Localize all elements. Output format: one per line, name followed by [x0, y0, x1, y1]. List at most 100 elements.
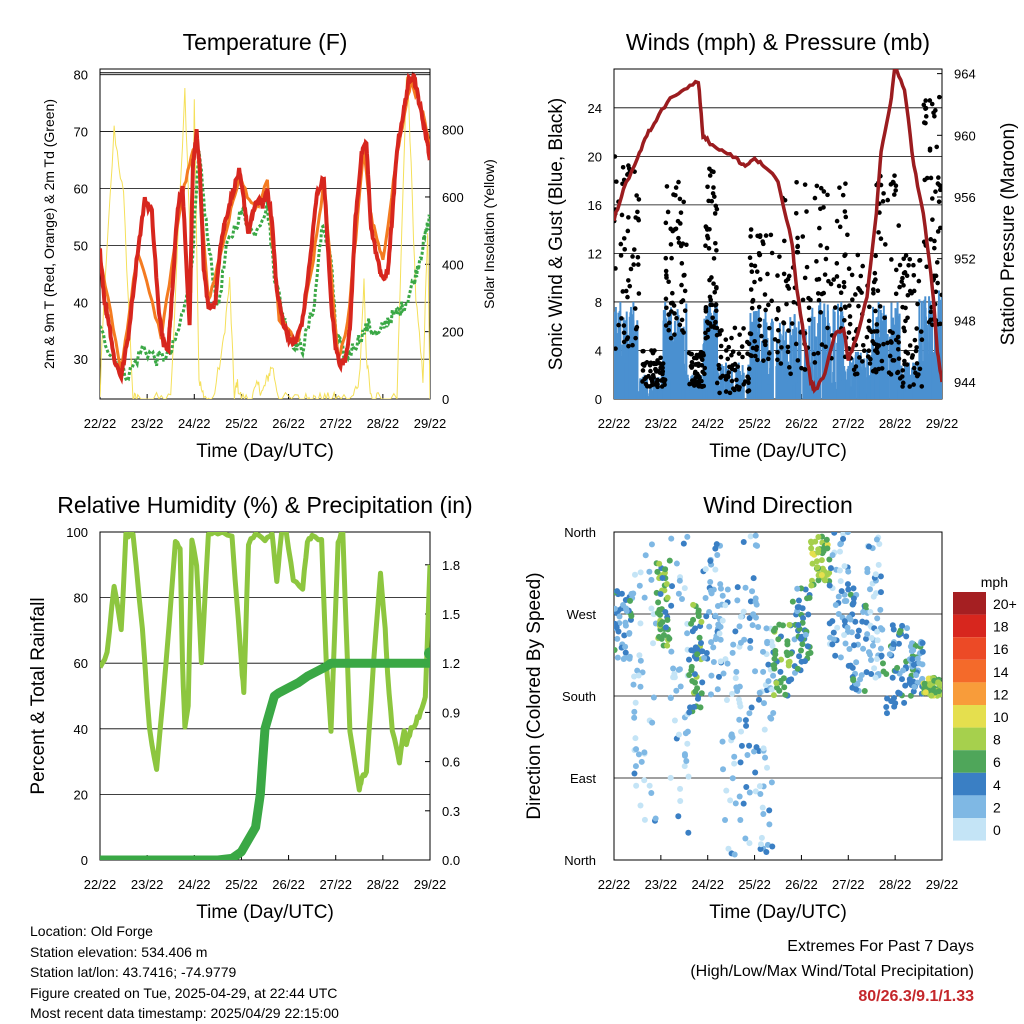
gust-point: [634, 193, 639, 198]
direction-point: [874, 637, 881, 644]
gust-point: [675, 218, 681, 224]
legend-label: 6: [993, 754, 1001, 770]
gust-point: [680, 241, 686, 246]
wind-bar: [864, 367, 867, 399]
gust-point: [726, 344, 732, 350]
direction-point: [626, 655, 633, 662]
wind-bar: [632, 301, 635, 399]
direction-point: [710, 658, 717, 665]
direction-point: [750, 575, 757, 582]
direction-point: [760, 668, 767, 675]
direction-point: [684, 728, 691, 735]
gust-point: [663, 296, 669, 302]
direction-point: [680, 540, 687, 547]
gust-point: [934, 144, 940, 150]
wind-bar: [674, 347, 677, 399]
gust-point: [775, 349, 780, 355]
gust-point: [892, 192, 897, 197]
gust-point: [641, 363, 647, 368]
wind-bar: [925, 334, 928, 399]
wind-bar: [782, 335, 785, 399]
direction-point: [722, 656, 729, 663]
gust-point: [938, 225, 942, 231]
wind-bar: [841, 332, 844, 399]
gust-point: [923, 114, 929, 119]
gust-point: [745, 374, 750, 380]
gust-point: [692, 371, 698, 376]
direction-point: [795, 597, 802, 604]
direction-point: [676, 666, 683, 673]
wind-bar: [622, 317, 625, 399]
direction-point: [769, 843, 776, 850]
wind-bar: [679, 384, 682, 399]
gust-point: [740, 354, 745, 360]
wind-bar: [753, 375, 756, 399]
direction-point: [694, 651, 701, 658]
direction-point: [743, 722, 750, 729]
gust-point: [672, 332, 677, 337]
gust-point: [910, 353, 915, 358]
wind-bar: [755, 334, 758, 399]
gust-point: [711, 169, 716, 175]
winds-y2tick-label: 952: [954, 252, 976, 267]
gust-point: [682, 308, 688, 313]
humidity-plot-area: [100, 532, 430, 860]
gust-point: [621, 236, 627, 241]
temperature-xtick-label: 24/22: [178, 416, 211, 431]
wind-bar: [923, 299, 926, 399]
wind-bar: [688, 394, 691, 399]
gust-point: [668, 242, 674, 247]
gust-point: [703, 335, 709, 341]
humidity-ytick-label: 60: [74, 656, 88, 671]
direction-point: [852, 618, 859, 625]
temperature-y2tick-label: 600: [442, 190, 464, 205]
gust-point: [713, 240, 718, 246]
gust-point: [933, 273, 939, 279]
wind-bar: [650, 378, 653, 399]
direction-point: [799, 641, 806, 648]
direction-point: [808, 545, 815, 552]
temperature-xtick-label: 28/22: [367, 416, 400, 431]
direction-point: [752, 595, 759, 602]
gust-point: [647, 362, 653, 368]
direction-point: [646, 782, 653, 789]
direction-point: [815, 577, 822, 584]
direction-point: [628, 612, 635, 619]
created-text: Figure created on Tue, 2025-04-29, at 22…: [30, 984, 338, 1001]
gust-point: [729, 335, 734, 341]
direction-point: [865, 649, 872, 656]
wind-bar: [897, 353, 900, 399]
direction-point: [836, 548, 843, 555]
direction-point: [824, 545, 831, 552]
gust-point: [821, 189, 827, 194]
direction-point: [719, 592, 726, 599]
direction-point: [815, 546, 822, 553]
temperature-ytick-label: 50: [74, 238, 88, 253]
direction-point: [752, 788, 759, 795]
gust-point: [802, 275, 808, 281]
wind-bar: [813, 316, 816, 399]
gust-point: [765, 271, 770, 277]
temperature-xtick-label: 25/22: [225, 416, 258, 431]
gust-point: [703, 243, 708, 249]
gust-point: [727, 390, 733, 396]
gust-point: [818, 243, 823, 248]
wind-bar: [668, 311, 671, 399]
gust-point: [618, 253, 624, 258]
gust-point: [825, 325, 830, 331]
gust-point: [823, 344, 828, 350]
gust-point: [748, 287, 754, 292]
gust-point: [718, 343, 724, 349]
gust-point: [913, 348, 919, 354]
direction-point: [738, 742, 745, 749]
wind-bar: [934, 344, 937, 399]
direction-point: [698, 690, 705, 697]
gust-point: [823, 256, 829, 262]
gust-point: [804, 264, 810, 270]
legend-title: mph: [981, 574, 1008, 590]
gust-point: [903, 349, 909, 355]
direction-point: [914, 655, 921, 662]
direction-point: [673, 687, 680, 694]
legend-label: 10: [993, 709, 1009, 725]
